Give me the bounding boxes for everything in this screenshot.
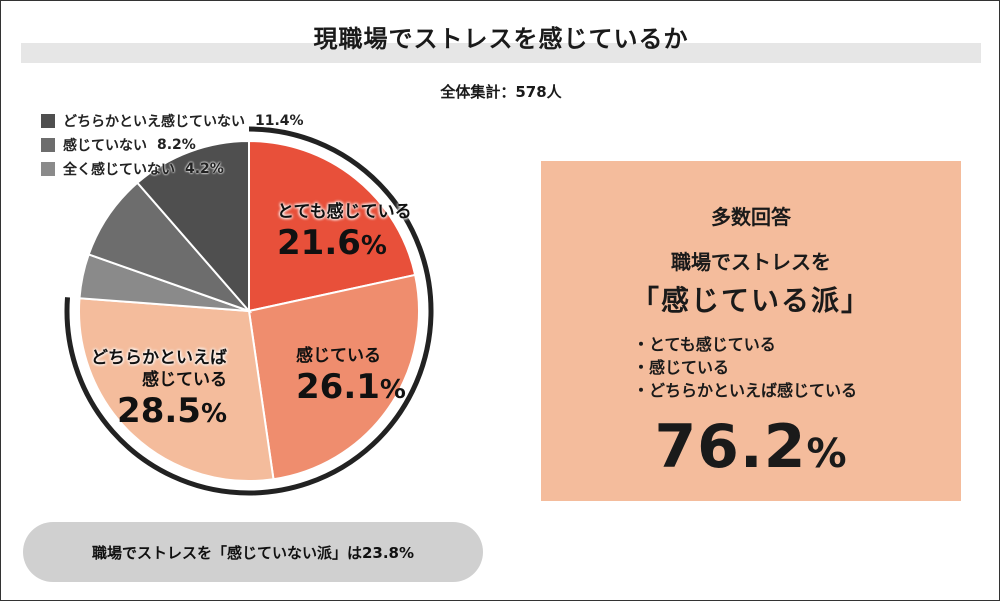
legend-item: どちらかといえ感じていない 11.4% <box>41 109 304 133</box>
legend-item: 感じていない 8.2% <box>41 133 304 157</box>
slice-label-feel-text: 感じている <box>296 346 381 366</box>
legend-value: 8.2% <box>157 137 196 153</box>
legend-label: 全く感じていない <box>63 162 175 178</box>
slice-label-very-text: とても感じている <box>277 202 412 222</box>
slice-label-feel: 感じている 26.1% <box>296 345 406 410</box>
callout-list-item: ・どちらかといえば感じている <box>633 381 858 400</box>
slice-label-feel-number: 26.1 <box>296 367 380 407</box>
legend-value: 11.4% <box>255 113 304 129</box>
legend-swatch <box>41 114 55 128</box>
pie-slice-somewhat-not <box>135 139 250 314</box>
callout-heading: 多数回答 <box>711 205 791 229</box>
footer-note: 職場でストレスを「感じていない派」は23.8% <box>23 522 483 582</box>
pie-slice-very <box>248 139 417 313</box>
slice-label-somewhat: どちらかといえば 感じている 28.5% <box>67 347 227 434</box>
slice-label-somewhat-number: 28.5 <box>117 391 201 431</box>
slice-label-somewhat-value: 28.5% <box>67 391 227 434</box>
slice-label-very-value: 21.6% <box>277 223 412 266</box>
slice-label-very: とても感じている 21.6% <box>277 201 412 266</box>
slice-label-somewhat-line1: どちらかといえば <box>91 348 227 368</box>
legend-value: 4.2% <box>185 161 224 177</box>
feel-group-bracket-arc <box>64 126 434 496</box>
pie-slice-feel <box>247 273 420 481</box>
callout-line1: 職場でストレスを <box>671 250 831 274</box>
slice-label-feel-unit: % <box>379 375 406 405</box>
majority-callout: 多数回答 職場でストレスを 「感じている派」 ・とても感じている ・感じている … <box>541 161 961 501</box>
slice-label-very-number: 21.6 <box>277 223 361 263</box>
legend: どちらかといえ感じていない 11.4% 感じていない 8.2% 全く感じていない… <box>41 109 304 181</box>
legend-item: 全く感じていない 4.2% <box>41 157 304 181</box>
legend-label: 感じていない <box>63 138 147 154</box>
slice-label-very-unit: % <box>360 231 387 261</box>
callout-total: 76.2% <box>541 412 961 482</box>
pie-slice-somewhat <box>78 297 275 482</box>
pie-slice-not <box>87 181 253 314</box>
slice-label-somewhat-unit: % <box>200 399 227 429</box>
slice-label-feel-value: 26.1% <box>296 367 406 410</box>
chart-title: 現職場でストレスを感じているか <box>313 25 689 53</box>
callout-list-item: ・感じている <box>633 358 730 377</box>
callout-list-item: ・とても感じている <box>633 335 776 354</box>
legend-swatch <box>41 162 55 176</box>
legend-label: どちらかといえ感じていない <box>63 114 245 130</box>
legend-swatch <box>41 138 55 152</box>
slice-label-somewhat-line2: 感じている <box>142 370 227 390</box>
chart-subtitle: 全体集計：578人 <box>440 83 562 101</box>
title-band <box>21 43 981 63</box>
callout-total-unit: % <box>806 431 848 477</box>
callout-list: ・とても感じている ・感じている ・どちらかといえば感じている <box>633 333 961 402</box>
callout-total-number: 76.2 <box>654 412 807 482</box>
callout-line2: 「感じている派」 <box>630 284 871 317</box>
